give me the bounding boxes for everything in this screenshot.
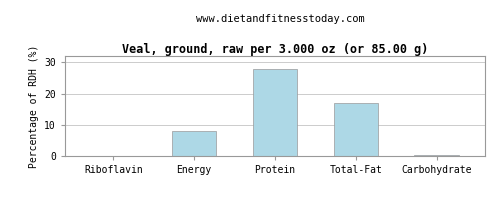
Y-axis label: Percentage of RDH (%): Percentage of RDH (%) bbox=[28, 44, 38, 168]
Text: www.dietandfitnesstoday.com: www.dietandfitnesstoday.com bbox=[196, 14, 364, 24]
Bar bbox=[414, 155, 459, 156]
Title: Veal, ground, raw per 3.000 oz (or 85.00 g): Veal, ground, raw per 3.000 oz (or 85.00… bbox=[122, 43, 428, 56]
Bar bbox=[334, 103, 378, 156]
Bar bbox=[172, 131, 216, 156]
Bar bbox=[253, 68, 297, 156]
